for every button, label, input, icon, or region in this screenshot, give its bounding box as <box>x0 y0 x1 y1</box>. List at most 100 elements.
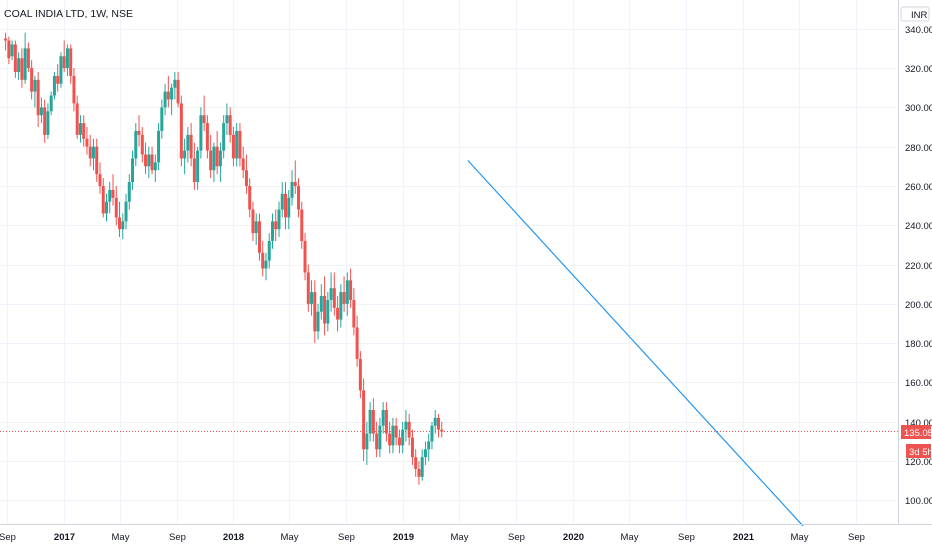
candle-up <box>391 417 395 454</box>
currency-button[interactable]: INR <box>900 6 930 22</box>
x-tick-label: May <box>281 532 299 543</box>
candle-body <box>280 193 284 210</box>
candle-up <box>345 272 349 316</box>
candle-body <box>202 115 206 124</box>
trendline-drawing[interactable] <box>467 159 804 527</box>
candle-body <box>10 44 14 57</box>
candle-body <box>85 138 89 147</box>
candle-body <box>196 150 200 183</box>
candle-down <box>4 32 8 51</box>
candle-down <box>410 429 414 466</box>
candle-down <box>98 162 102 194</box>
candle-up <box>121 213 125 240</box>
y-tick-label: 120.00 <box>905 457 932 468</box>
candle-up <box>163 83 167 116</box>
candle-body <box>144 154 148 167</box>
x-tick-label: Sep <box>508 532 525 543</box>
trend-line[interactable] <box>467 159 804 527</box>
candle-down <box>394 417 398 446</box>
candle-body <box>365 433 369 450</box>
candle-body <box>82 123 86 139</box>
candle-down <box>440 421 444 438</box>
candle-body <box>150 154 154 171</box>
candle-body <box>131 158 135 183</box>
candle-down <box>251 201 255 241</box>
candle-down <box>13 40 17 78</box>
candle-body <box>401 429 405 446</box>
last-price-value: 135.05 <box>904 428 932 439</box>
candle-down <box>118 201 122 238</box>
candle-down <box>26 42 30 72</box>
candle-body <box>118 217 122 230</box>
x-tick-label: Sep <box>0 532 16 543</box>
candle-down <box>228 107 232 143</box>
candle-up <box>218 142 222 183</box>
candle-body <box>355 327 359 359</box>
candle-body <box>199 115 203 151</box>
price-axis[interactable]: 100.00 120.00 140.00 160.00 180.00 200.00 220.… <box>905 25 932 507</box>
candle-down <box>231 126 235 167</box>
candle-body <box>124 201 128 222</box>
x-tick-label: May <box>621 532 639 543</box>
y-tick-label: 140.00 <box>905 418 932 429</box>
candle-body <box>310 292 314 304</box>
candle-body <box>339 292 343 320</box>
x-tick-label: Sep <box>338 532 355 543</box>
time-axis[interactable]: Sep 2017 May Sep 2018 May Sep 2019 May Sep 2020 May… <box>0 532 865 543</box>
y-tick-label: 300.00 <box>905 103 932 114</box>
candle-body <box>134 130 138 159</box>
candle-body <box>192 158 196 183</box>
candle-up <box>427 433 431 462</box>
candle-body <box>336 307 340 320</box>
x-tick-label: 2019 <box>393 532 414 543</box>
candle-body <box>368 410 372 434</box>
candle-body <box>59 56 63 84</box>
x-tick-label: May <box>451 532 469 543</box>
candle-up <box>316 303 320 340</box>
candle-down <box>82 115 86 147</box>
candle-down <box>342 276 346 312</box>
candle-down <box>244 154 248 194</box>
candle-body <box>352 299 356 328</box>
candle-down <box>72 68 76 112</box>
candle-down <box>362 378 366 462</box>
candle-body <box>384 410 388 434</box>
candle-body <box>267 240 271 261</box>
candle-up <box>326 292 330 332</box>
candle-up <box>254 213 258 245</box>
candle-up <box>147 146 151 179</box>
candle-up <box>365 421 369 466</box>
candle-down <box>75 95 79 139</box>
candle-down <box>355 315 359 367</box>
candle-down <box>192 142 196 190</box>
candle-body <box>179 103 183 159</box>
candle-up <box>267 233 271 269</box>
candle-up <box>222 115 226 159</box>
candle-body <box>17 58 21 72</box>
candle-body <box>284 193 288 218</box>
candle-body <box>345 280 349 304</box>
candle-down <box>144 142 148 175</box>
y-tick-label: 200.00 <box>905 300 932 311</box>
candle-body <box>23 48 27 80</box>
candle-body <box>323 296 327 324</box>
candle-body <box>362 390 366 450</box>
candle-up <box>131 150 135 190</box>
candle-body <box>209 150 213 171</box>
candle-up <box>39 97 43 124</box>
candle-up <box>134 123 138 167</box>
candle-body <box>244 170 248 186</box>
candle-up <box>287 189 291 230</box>
candle-body <box>4 38 8 41</box>
candle-body <box>349 280 353 300</box>
candle-down <box>166 75 170 108</box>
candle-body <box>297 185 301 210</box>
candle-down <box>20 48 24 88</box>
candle-body <box>78 123 82 135</box>
candle-body <box>98 174 102 186</box>
candle-down <box>7 36 11 65</box>
candle-body <box>127 182 131 202</box>
candle-body <box>153 162 157 171</box>
candle-down <box>407 413 411 446</box>
